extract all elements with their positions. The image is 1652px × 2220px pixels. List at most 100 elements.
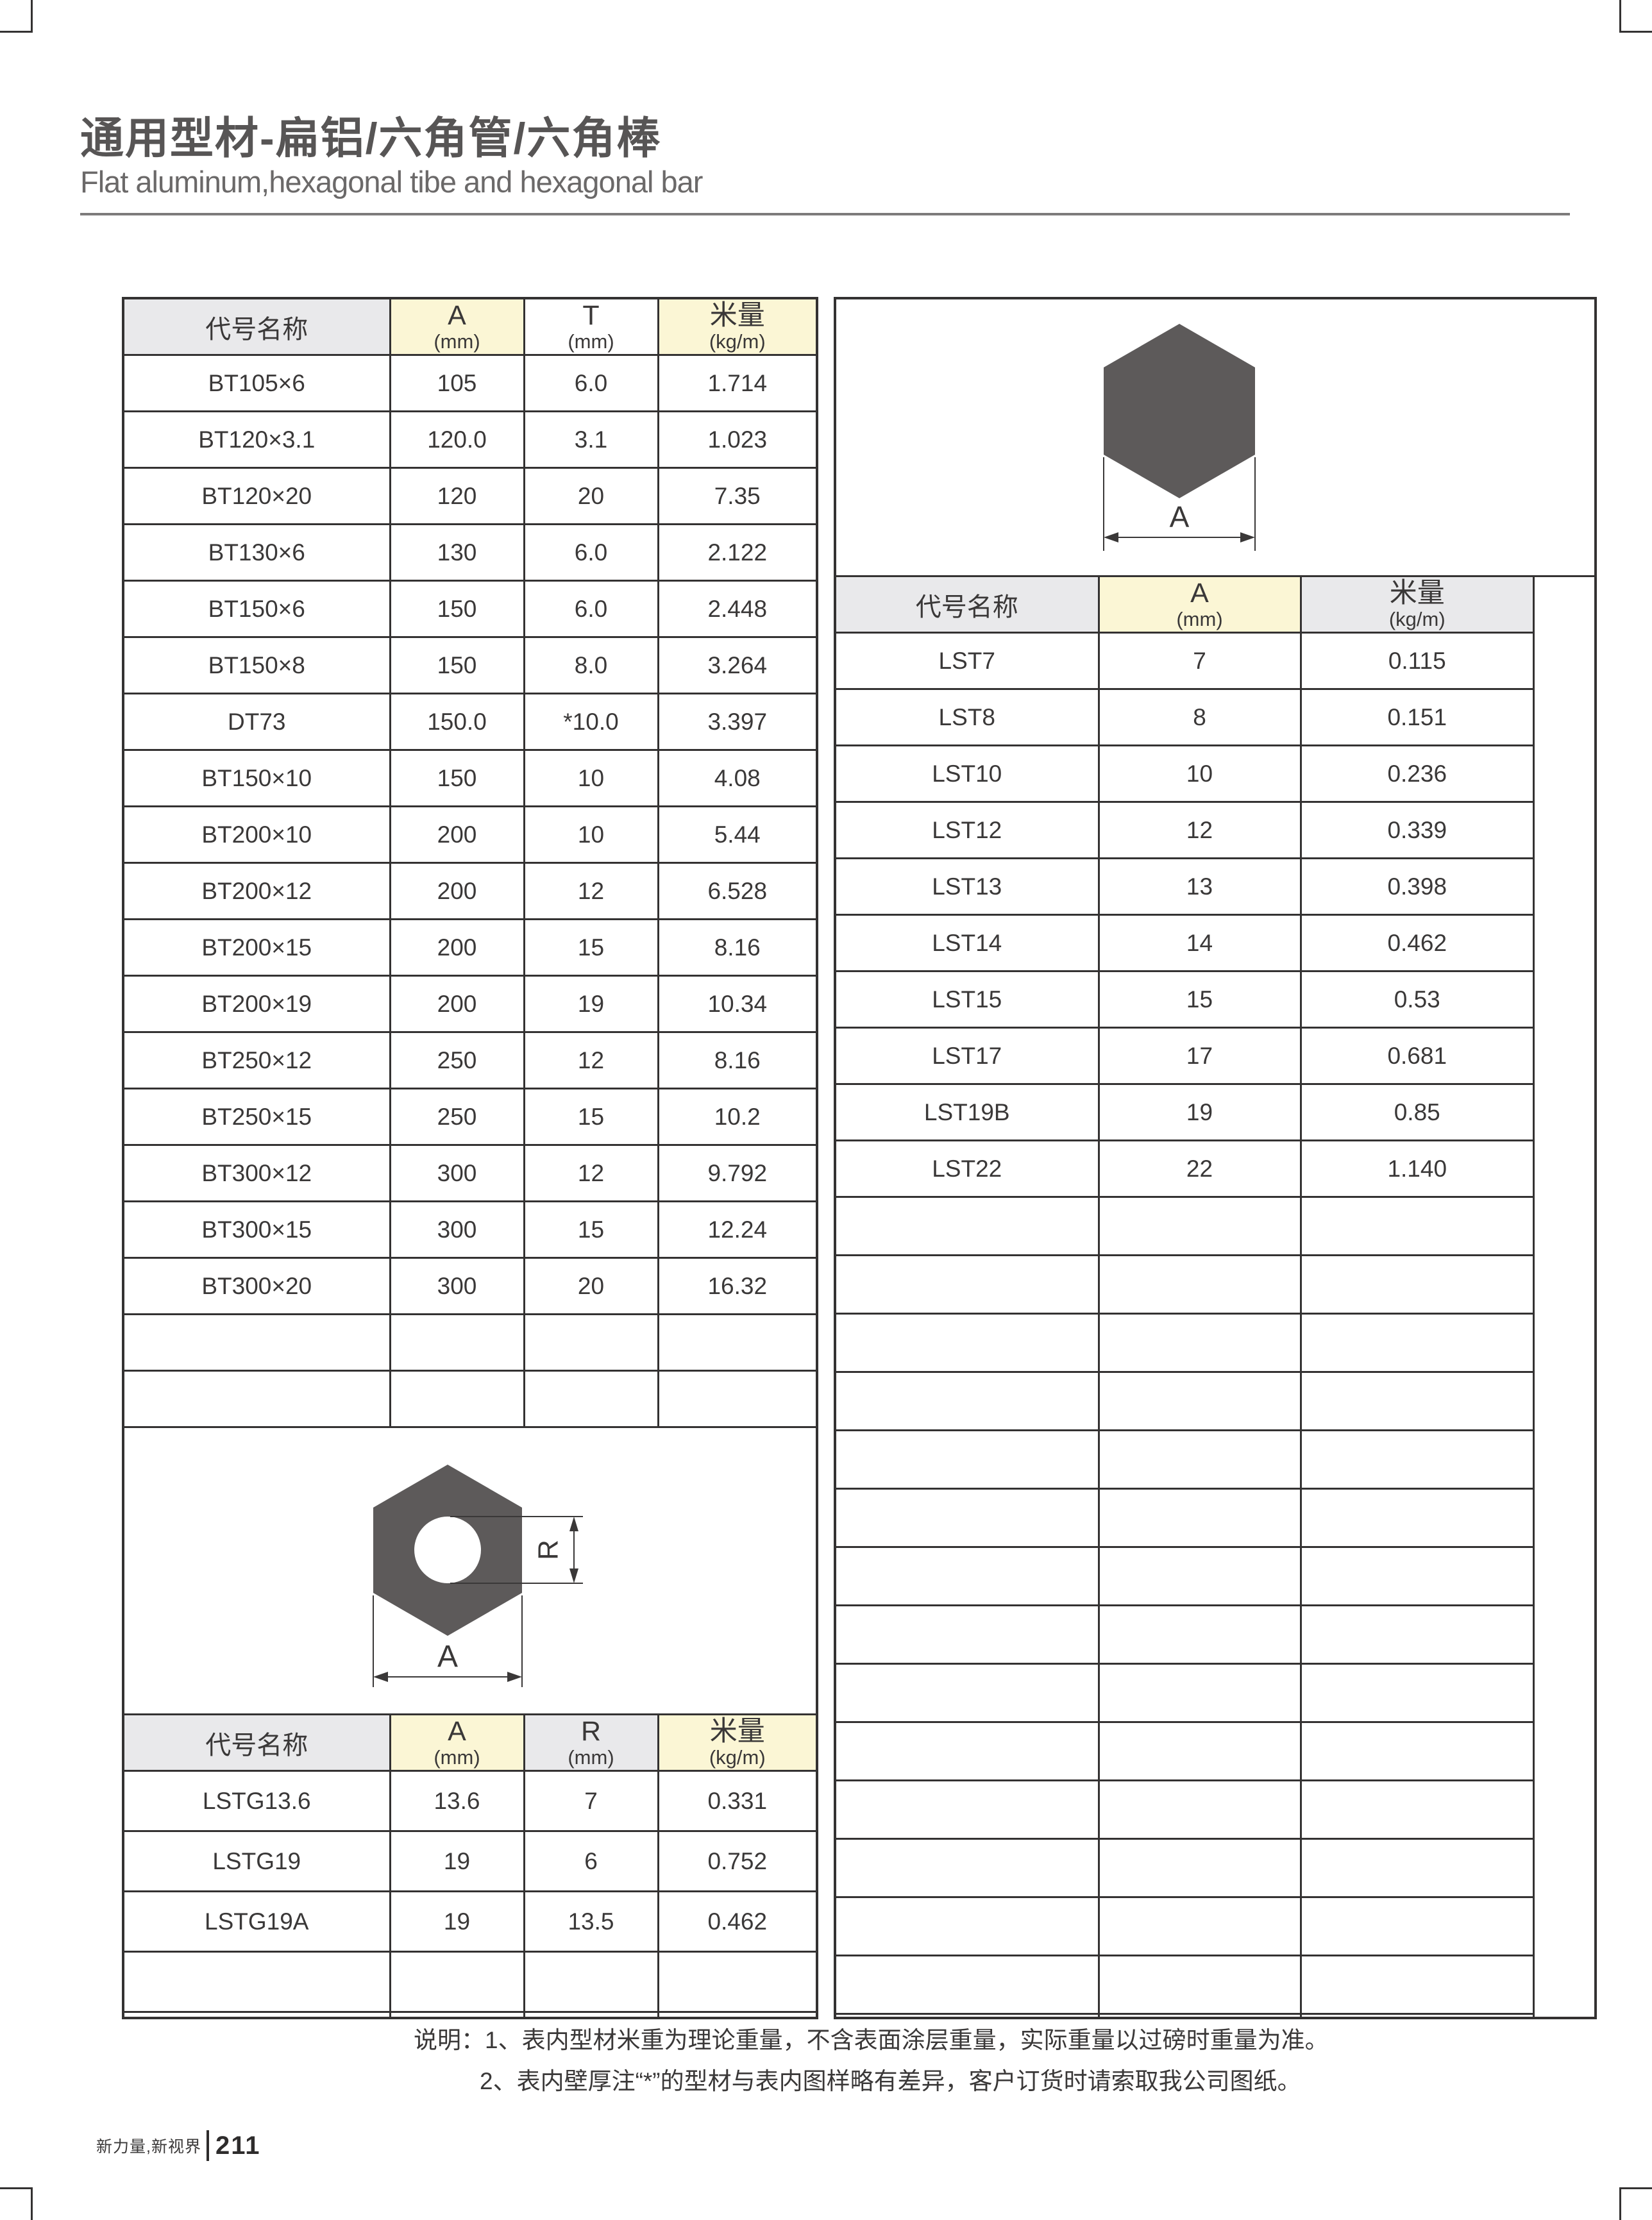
- table-cell: BT200×15: [124, 918, 391, 977]
- table-cell: 7.35: [657, 467, 816, 525]
- table-cell: 19: [523, 975, 659, 1033]
- table-cell: LST17: [836, 1027, 1100, 1085]
- table-cell: 2.122: [657, 523, 816, 582]
- table-row: [124, 2011, 816, 2017]
- table-cell: 15: [523, 1200, 659, 1259]
- table-row: BT120×3.1 120.0 3.1 1.023: [124, 410, 816, 469]
- table-cell: 0.339: [1299, 801, 1534, 859]
- table-cell: BT130×6: [124, 523, 391, 582]
- table-cell: [1299, 1955, 1534, 2015]
- table-row: BT250×12 250 12 8.16: [124, 1031, 816, 1089]
- table-cell: 120: [389, 467, 525, 525]
- table-cell: 250: [389, 1031, 525, 1089]
- table-row: [836, 1371, 1534, 1431]
- table-row: [836, 1663, 1534, 1723]
- table-cell: [124, 2011, 391, 2017]
- table-cell: [657, 2011, 816, 2017]
- table-row: [836, 1488, 1534, 1548]
- table-cell: [836, 1838, 1100, 1898]
- table-row: [836, 1896, 1534, 1956]
- table-row: BT120×20 120 20 7.35: [124, 467, 816, 525]
- table-row: LST8 8 0.151: [836, 688, 1534, 746]
- table-cell: [1097, 1313, 1302, 1373]
- table-cell: [1097, 1838, 1302, 1898]
- hexagon-bar-shape: [1104, 324, 1255, 498]
- table-cell: 10.34: [657, 975, 816, 1033]
- title-underline: [80, 213, 1570, 215]
- table-cell: 200: [389, 805, 525, 864]
- table-cell: [836, 1955, 1100, 2015]
- table-cell: LST10: [836, 744, 1100, 803]
- table-cell: 250: [389, 1088, 525, 1146]
- footnote-line: 说明：1、表内型材米重为理论重量，不含表面涂层重量，实际重量以过磅时重量为准。: [414, 2027, 1329, 2053]
- table-cell: [1299, 1721, 1534, 1781]
- table-cell: BT120×20: [124, 467, 391, 525]
- table-cell: 10: [523, 805, 659, 864]
- table-cell: 15: [523, 1088, 659, 1146]
- table-cell: 13.5: [523, 1890, 659, 1953]
- table-cell: [836, 1604, 1100, 1665]
- table-cell: 3.1: [523, 410, 659, 469]
- table-row: [836, 1429, 1534, 1490]
- table-row: BT300×15 300 15 12.24: [124, 1200, 816, 1259]
- table-row: BT200×10 200 10 5.44: [124, 805, 816, 864]
- table-cell: [523, 1313, 659, 1372]
- table-cell: 0.151: [1299, 688, 1534, 746]
- table-row: [836, 2013, 1534, 2017]
- table-cell: [657, 1313, 816, 1372]
- table-row: BT150×8 150 8.0 3.264: [124, 636, 816, 694]
- table-cell: 12: [1097, 801, 1302, 859]
- crop-mark-bottom-right: [1619, 2187, 1652, 2220]
- table-cell: [836, 1663, 1100, 1723]
- table-cell: 120.0: [389, 410, 525, 469]
- table-cell: 200: [389, 975, 525, 1033]
- table-cell: 8: [1097, 688, 1302, 746]
- footer-divider: [206, 2130, 209, 2161]
- table-cell: 0.398: [1299, 857, 1534, 916]
- column-header-name: 代号名称: [124, 299, 391, 356]
- crop-mark-top-left: [0, 0, 33, 33]
- table-cell: LST19B: [836, 1083, 1100, 1141]
- table-row: [836, 1779, 1534, 1840]
- page-title: 通用型材-扁铝/六角管/六角棒: [80, 114, 662, 163]
- table-cell: 6.0: [523, 580, 659, 638]
- table-cell: [1097, 1254, 1302, 1315]
- column-header-a: A (mm): [389, 299, 525, 356]
- table-cell: 8.16: [657, 1031, 816, 1089]
- table-row: LST22 22 1.140: [836, 1139, 1534, 1198]
- table-cell: [1299, 1371, 1534, 1431]
- table-cell: LST7: [836, 632, 1100, 690]
- table-right-margin-strip: [1533, 577, 1594, 2017]
- table-cell: [523, 1951, 659, 2013]
- table-cell: 0.85: [1299, 1083, 1534, 1141]
- column-header-weight: 米量 (kg/m): [1299, 577, 1534, 634]
- table-cell: LST15: [836, 970, 1100, 1029]
- table-cell: 3.397: [657, 693, 816, 751]
- table-cell: [836, 1488, 1100, 1548]
- table-cell: [1299, 1838, 1534, 1898]
- table-cell: [1299, 1254, 1534, 1315]
- table-row: [836, 1254, 1534, 1315]
- table-cell: LST22: [836, 1139, 1100, 1198]
- table-cell: [836, 2013, 1100, 2017]
- page-footer: 新力量,新视界 211: [96, 2130, 260, 2161]
- table-cell: 20: [523, 467, 659, 525]
- table-cell: 200: [389, 918, 525, 977]
- table-cell: [1299, 2013, 1534, 2017]
- table-cell: [836, 1429, 1100, 1490]
- table-cell: 0.331: [657, 1770, 816, 1832]
- table-cell: 300: [389, 1200, 525, 1259]
- crop-mark-top-right: [1619, 0, 1652, 33]
- table-cell: 17: [1097, 1027, 1302, 1085]
- table-cell: [1097, 1488, 1302, 1548]
- table-cell: 10: [523, 749, 659, 807]
- table-cell: BT300×15: [124, 1200, 391, 1259]
- table-row: [124, 1313, 816, 1372]
- table-row: LST12 12 0.339: [836, 801, 1534, 859]
- table-cell: 0.115: [1299, 632, 1534, 690]
- table-cell: LSTG19A: [124, 1890, 391, 1953]
- hex-tube-table: 代号名称 A (mm) R (mm) 米量 (kg/m) LSTG13.6 13.6 7 0…: [124, 1714, 816, 2017]
- table-row: LST19B 19 0.85: [836, 1083, 1534, 1141]
- table-cell: 9.792: [657, 1144, 816, 1202]
